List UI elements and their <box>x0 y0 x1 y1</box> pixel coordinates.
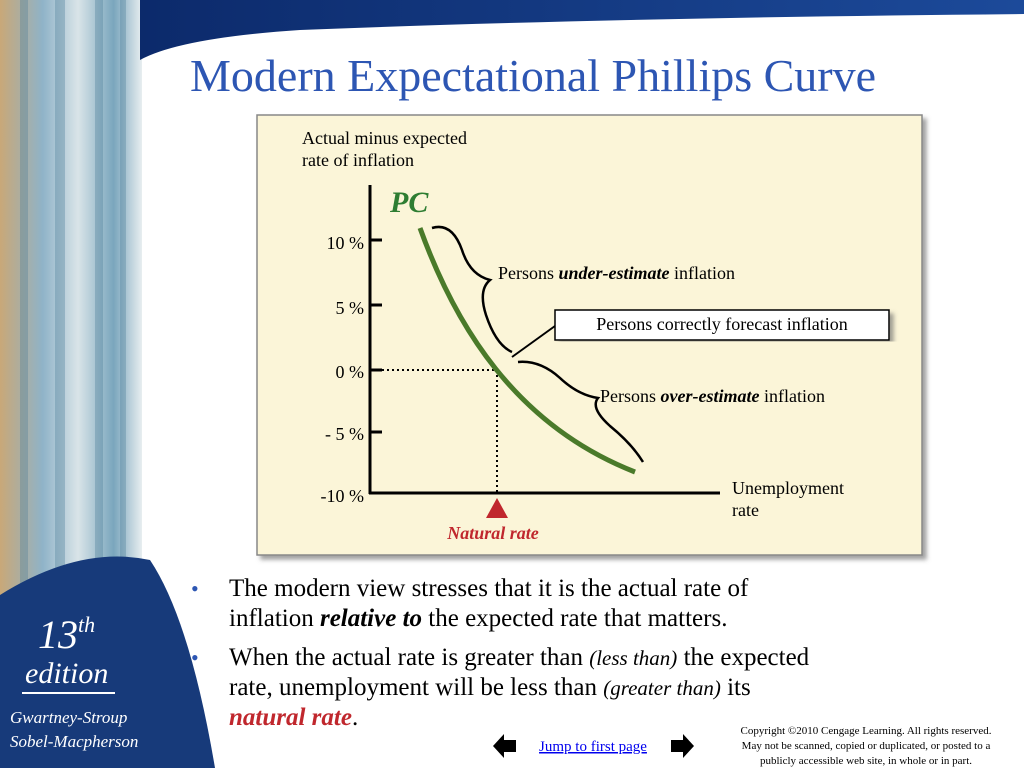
prev-arrow[interactable] <box>493 734 516 758</box>
bullet-dot: • <box>191 576 199 601</box>
y-axis-label: Actual minus expected <box>302 128 467 148</box>
y-tick-label: 5 % <box>336 298 365 318</box>
bullet-line: rate, unemployment will be less than (gr… <box>229 674 751 701</box>
edition-panel-edge <box>150 560 215 768</box>
x-axis-label: rate <box>732 500 759 520</box>
copyright-line: publicly accessible web site, in whole o… <box>760 755 972 767</box>
next-arrow[interactable] <box>671 734 694 758</box>
natural-rate-marker <box>486 498 508 518</box>
bullet-line: The modern view stresses that it is the … <box>229 575 749 602</box>
y-tick-label: - 5 % <box>325 424 364 444</box>
author-line: Gwartney-Stroup <box>10 708 127 727</box>
x-axis-label: Unemployment <box>732 478 844 498</box>
natural-rate-label: Natural rate <box>446 523 539 543</box>
curve-label: PC <box>389 186 429 219</box>
edition-word: edition <box>25 657 108 690</box>
brace <box>517 360 645 463</box>
over-estimate-label: Persons over-estimate inflation <box>600 386 825 406</box>
author-line: Sobel-Macpherson <box>10 732 138 751</box>
edition-panel <box>0 556 150 768</box>
bullet-line: When the actual rate is greater than (le… <box>229 644 810 671</box>
top-band <box>140 0 1024 60</box>
bullet-line: inflation relative to the expected rate … <box>229 605 727 632</box>
y-tick-label: -10 % <box>321 486 365 506</box>
brace <box>431 225 513 354</box>
y-tick-label: 10 % <box>327 233 365 253</box>
y-tick-label: 0 % <box>336 362 365 382</box>
y-ticks: 10 % 5 % 0 % - 5 % -10 % <box>321 233 382 506</box>
pointer-line <box>511 325 556 358</box>
column-texture <box>20 0 126 600</box>
jump-link[interactable]: Jump to first page <box>539 739 647 755</box>
callout-text: Persons correctly forecast inflation <box>596 314 847 334</box>
edition-number: 13th <box>38 612 95 657</box>
slide-title: Modern Expectational Phillips Curve <box>190 50 876 101</box>
copyright-line: May not be scanned, copied or duplicated… <box>742 740 991 752</box>
callout-box <box>554 309 890 341</box>
phillips-curve <box>417 227 636 475</box>
under-estimate-label: Persons under-estimate inflation <box>498 263 735 283</box>
bullet-dot: • <box>191 645 199 670</box>
y-axis-label: rate of inflation <box>302 150 414 170</box>
copyright-line: Copyright ©2010 Cengage Learning. All ri… <box>741 725 992 737</box>
bullet-line: natural rate. <box>229 704 358 731</box>
